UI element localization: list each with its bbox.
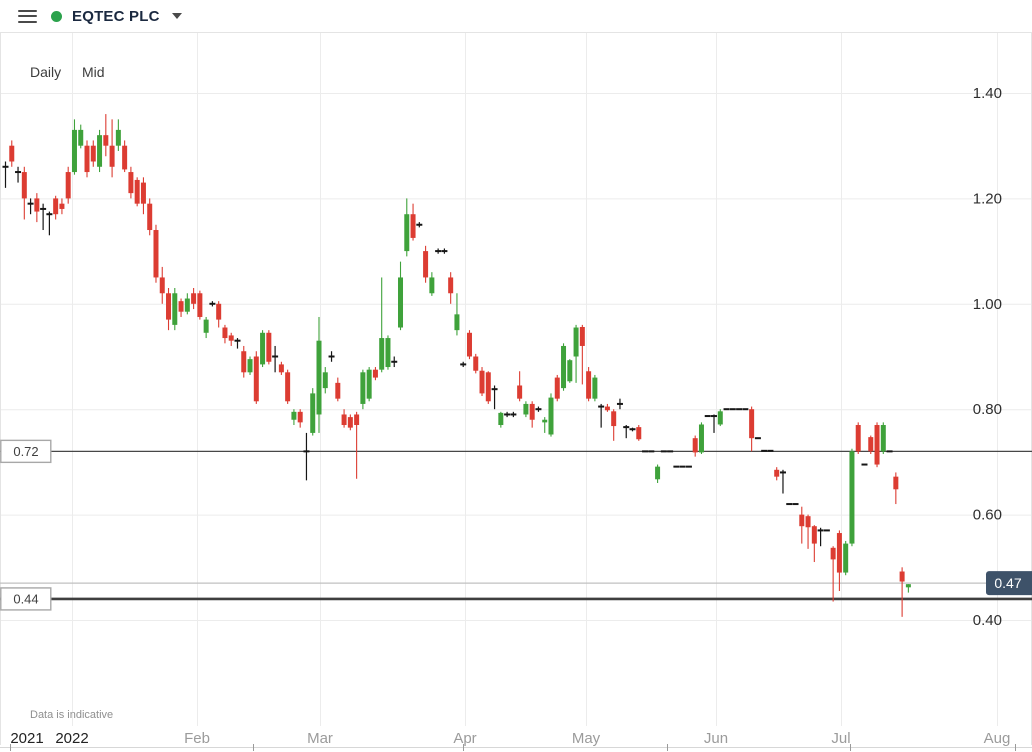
svg-text:0.72: 0.72 xyxy=(13,444,38,459)
instrument-selector[interactable]: EQTEC PLC xyxy=(51,8,182,25)
chevron-down-icon xyxy=(171,13,182,19)
svg-text:0.60: 0.60 xyxy=(973,507,1002,524)
top-bar: EQTEC PLC xyxy=(0,0,1032,33)
svg-text:May: May xyxy=(572,730,601,747)
data-disclaimer: Data is indicative xyxy=(30,709,114,721)
market-status-dot-icon xyxy=(51,10,62,22)
svg-text:0.44: 0.44 xyxy=(13,591,38,606)
timeframe-label[interactable]: Daily xyxy=(30,64,62,80)
svg-text:Mar: Mar xyxy=(307,730,333,747)
svg-text:Apr: Apr xyxy=(453,730,476,747)
svg-text:0.80: 0.80 xyxy=(973,401,1002,418)
svg-text:1.40: 1.40 xyxy=(973,85,1002,102)
svg-text:0.47: 0.47 xyxy=(994,575,1021,591)
svg-text:0.40: 0.40 xyxy=(973,612,1002,629)
svg-text:Jul: Jul xyxy=(831,730,850,747)
svg-text:Aug: Aug xyxy=(984,730,1011,747)
svg-text:1.00: 1.00 xyxy=(973,296,1002,313)
instrument-title: EQTEC PLC xyxy=(72,7,160,25)
svg-text:Jun: Jun xyxy=(704,730,728,747)
svg-text:Feb: Feb xyxy=(184,730,210,747)
price-type-label[interactable]: Mid xyxy=(82,64,105,80)
svg-text:2022: 2022 xyxy=(55,730,88,747)
svg-text:2021: 2021 xyxy=(10,730,43,747)
svg-text:1.20: 1.20 xyxy=(973,190,1002,207)
hamburger-menu-icon[interactable] xyxy=(18,9,37,23)
